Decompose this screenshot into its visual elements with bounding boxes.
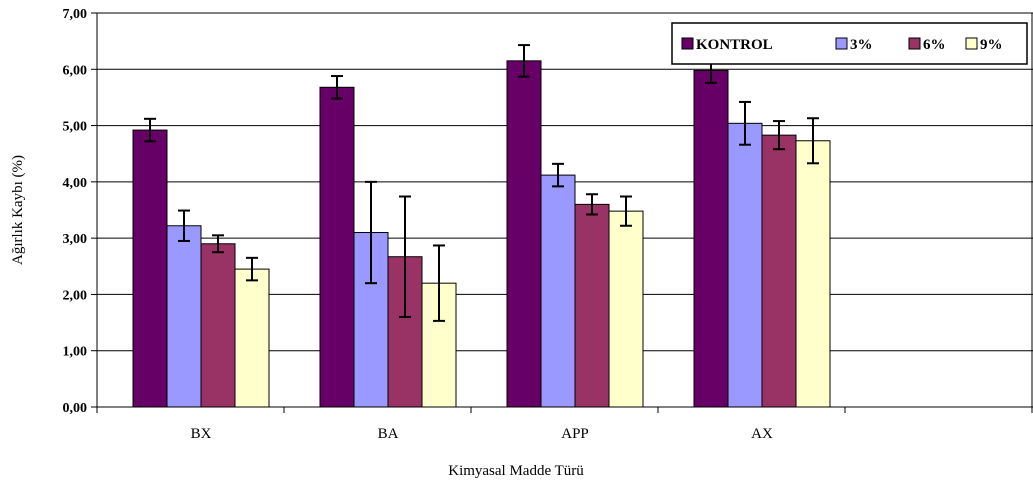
y-tick-label: 6,00 [63, 63, 88, 78]
legend-swatch [681, 37, 694, 50]
bar [540, 174, 576, 408]
x-tick-label: AX [751, 426, 773, 442]
legend-label: KONTROL [696, 37, 773, 53]
bar [761, 134, 797, 408]
y-tick-label: 2,00 [63, 288, 88, 303]
legend-swatch [835, 37, 848, 50]
legend-swatch [908, 37, 921, 50]
bar [795, 140, 831, 408]
y-tick-label: 0,00 [63, 401, 88, 416]
legend-label: 6% [923, 37, 946, 53]
bar [574, 203, 610, 408]
bar [506, 60, 542, 408]
legend-label: 9% [980, 37, 1003, 53]
y-tick-label: 7,00 [63, 7, 88, 22]
bar [727, 122, 763, 408]
x-tick-label: BA [378, 426, 399, 442]
y-tick-label: 3,00 [63, 232, 88, 247]
y-axis-title: Ağırlık Kaybı (%) [10, 155, 26, 265]
bar [319, 86, 355, 408]
x-tick-label: BX [191, 426, 212, 442]
y-tick-label: 1,00 [63, 345, 88, 360]
x-axis-title: Kimyasal Madde Türü [448, 463, 584, 479]
y-tick-label: 4,00 [63, 176, 88, 191]
bar [200, 243, 236, 408]
x-tick-label: APP [561, 426, 589, 442]
bar [166, 225, 202, 408]
legend-label: 3% [850, 37, 873, 53]
bar [234, 268, 270, 408]
legend-swatch [965, 37, 978, 50]
bar [693, 69, 729, 408]
bar [608, 210, 644, 408]
y-tick-label: 5,00 [63, 120, 88, 135]
bar [132, 129, 168, 408]
